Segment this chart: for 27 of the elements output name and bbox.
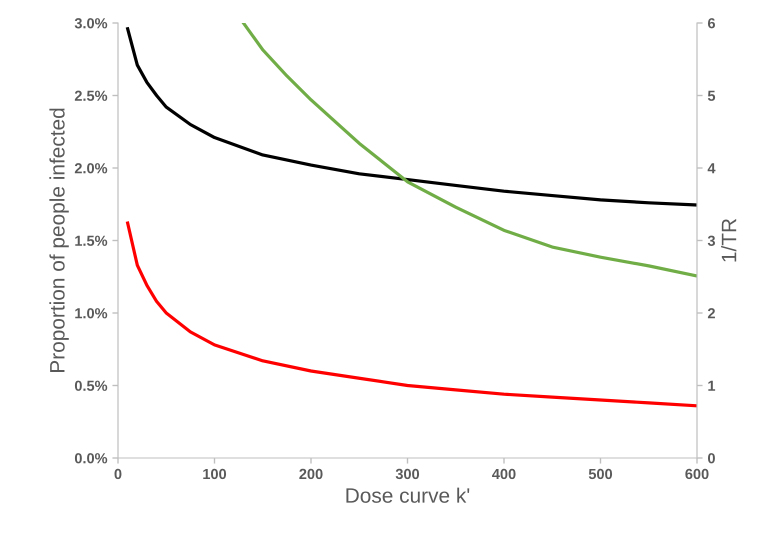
y2-tick-label: 1: [708, 380, 716, 391]
y2-tick-label: 6: [708, 18, 715, 28]
x-tick-label: 300: [396, 468, 420, 480]
x-tick-label: 500: [588, 468, 612, 480]
x-tick-label: 0: [114, 468, 122, 480]
x-tick-label: 200: [299, 468, 323, 480]
y2-tick-label: 4: [708, 163, 716, 174]
y-tick-label: 3.0%: [74, 18, 108, 28]
y-axis-title: Proportion of people infected: [49, 108, 69, 372]
y2-tick-label: 0: [708, 453, 715, 464]
x-tick-label: 400: [492, 468, 516, 480]
y-tick-label: 0.0%: [74, 453, 108, 464]
y2-tick-label: 2: [708, 308, 715, 318]
y-tick-label: 2.0%: [74, 163, 108, 174]
line-series: [126, 222, 697, 408]
y-tick-label: 1.5%: [75, 236, 108, 246]
y-tick-label: 0.5%: [74, 380, 108, 391]
y2-tick-label: 5: [708, 90, 716, 101]
x-axis-title: Dose curve k': [346, 488, 470, 503]
y2-tick-label: 3: [708, 236, 715, 246]
y-tick-label: 2.5%: [74, 90, 108, 101]
y2-axis-title: 1/TR: [721, 218, 736, 262]
x-tick-label: 100: [203, 468, 226, 480]
x-tick-label: 600: [685, 468, 709, 480]
y-tick-label: 1.0%: [75, 308, 108, 318]
line-series: [126, 27, 697, 207]
line-series: [242, 23, 697, 278]
